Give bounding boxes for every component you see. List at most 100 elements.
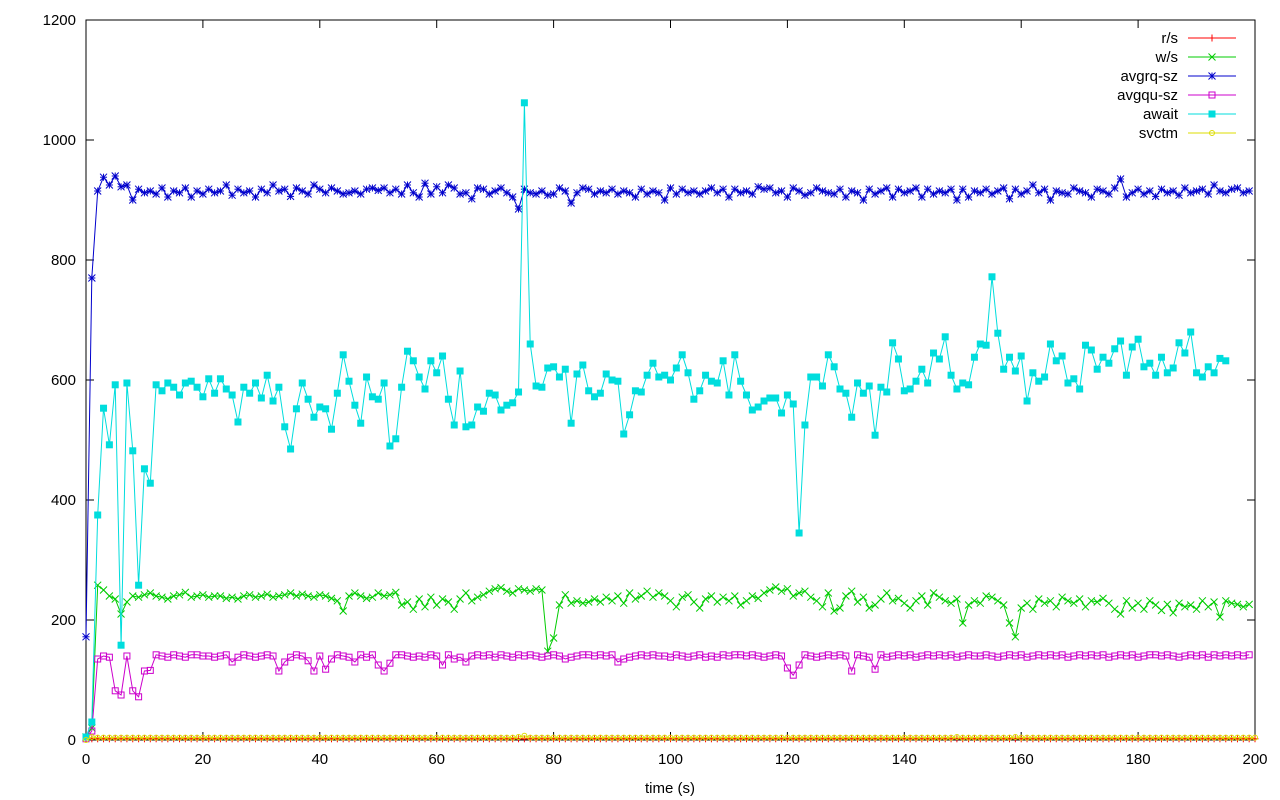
data-point (409, 605, 418, 614)
data-point (345, 592, 353, 600)
data-point (772, 394, 780, 402)
data-point (532, 584, 540, 593)
data-point (1117, 734, 1124, 741)
data-point (789, 671, 797, 679)
data-point (1140, 605, 1148, 614)
data-point (796, 734, 803, 741)
data-point (561, 187, 570, 195)
data-point (900, 387, 908, 395)
data-point (1175, 339, 1183, 347)
data-point (719, 593, 727, 602)
data-point (970, 353, 978, 361)
data-point (830, 363, 838, 371)
data-point (917, 592, 926, 600)
data-point (1116, 610, 1125, 618)
legend-label: w/s (1155, 49, 1179, 66)
data-point (684, 369, 692, 377)
data-point (836, 604, 844, 612)
data-point (1239, 602, 1248, 611)
data-point (631, 193, 640, 201)
data-point (748, 406, 756, 414)
legend-item: avgrq-sz (1120, 68, 1236, 85)
data-point (1081, 602, 1090, 611)
legend-label: r/s (1161, 30, 1178, 47)
data-point (146, 589, 155, 597)
data-point (479, 590, 488, 599)
data-point (602, 593, 611, 602)
data-point (305, 734, 312, 741)
data-point (316, 734, 323, 741)
data-point (368, 393, 376, 401)
data-point (1128, 343, 1136, 351)
data-point (187, 193, 196, 201)
data-point (748, 190, 757, 198)
x-axis-label: time (s) (645, 780, 695, 797)
data-point (889, 339, 897, 347)
data-point (1081, 341, 1089, 349)
legend-label: svctm (1139, 125, 1178, 142)
data-point (702, 371, 710, 379)
data-point (988, 593, 996, 602)
data-point (684, 590, 692, 599)
data-point (497, 583, 505, 592)
data-point (761, 734, 768, 741)
data-point (222, 651, 230, 659)
data-point (1186, 601, 1195, 609)
data-point (1087, 193, 1096, 201)
data-point (468, 734, 475, 741)
data-point (912, 377, 920, 385)
data-point (386, 188, 394, 197)
data-point (597, 734, 604, 741)
data-point (783, 584, 792, 593)
data-point (707, 377, 715, 385)
data-point (479, 407, 487, 415)
data-point (269, 652, 277, 660)
data-point (205, 375, 213, 383)
data-point (322, 665, 330, 673)
data-point (264, 734, 271, 741)
data-point (1175, 191, 1183, 200)
series-line (85, 654, 1250, 740)
data-point (391, 185, 400, 194)
data-point (638, 734, 645, 741)
data-point (1110, 184, 1119, 192)
data-point (1122, 596, 1131, 605)
data-point (140, 465, 148, 473)
data-point (363, 373, 371, 381)
data-point (99, 586, 108, 594)
data-point (742, 391, 750, 399)
data-point (958, 185, 967, 194)
data-point (929, 190, 938, 198)
data-point (1076, 385, 1084, 393)
data-point (140, 590, 149, 599)
data-point (474, 734, 481, 741)
data-point (649, 593, 657, 602)
data-point (871, 431, 879, 439)
data-point (1117, 337, 1125, 345)
data-point (152, 190, 160, 198)
data-point (859, 389, 867, 397)
data-point (257, 185, 266, 194)
x-tick-label: 100 (658, 751, 683, 768)
data-point (783, 664, 791, 672)
data-point (240, 383, 248, 391)
data-point (433, 369, 441, 377)
data-point (1181, 602, 1189, 611)
data-point (346, 734, 353, 741)
data-point (661, 734, 668, 741)
data-point (778, 409, 786, 417)
data-point (672, 602, 681, 611)
data-point (538, 734, 545, 741)
data-point (210, 592, 219, 600)
data-point (479, 185, 488, 194)
data-point (258, 734, 265, 741)
data-point (649, 187, 657, 195)
data-point (239, 188, 248, 197)
data-point (825, 734, 832, 741)
data-point (421, 179, 429, 188)
data-point (1005, 194, 1014, 203)
data-point (163, 595, 172, 603)
data-point (188, 734, 195, 741)
data-point (1029, 605, 1037, 614)
data-point (660, 196, 669, 204)
